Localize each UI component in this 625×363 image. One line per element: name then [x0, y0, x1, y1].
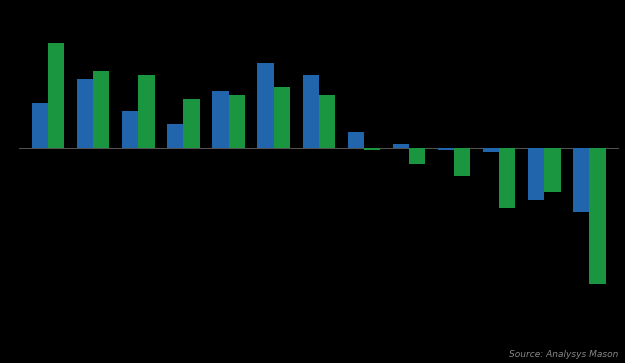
Bar: [77, 79, 93, 148]
Bar: [213, 91, 229, 148]
Bar: [229, 95, 245, 148]
Bar: [48, 43, 64, 148]
Bar: [364, 148, 380, 150]
Bar: [544, 148, 561, 192]
Bar: [528, 148, 544, 200]
Text: Source: Analysys Mason: Source: Analysys Mason: [509, 350, 619, 359]
Bar: [32, 103, 48, 148]
Bar: [138, 75, 154, 148]
Bar: [392, 144, 409, 148]
Bar: [93, 71, 109, 148]
Bar: [573, 148, 589, 212]
Bar: [183, 99, 199, 148]
Bar: [274, 87, 290, 148]
Bar: [319, 95, 335, 148]
Bar: [258, 63, 274, 148]
Bar: [499, 148, 516, 208]
Bar: [409, 148, 425, 164]
Bar: [302, 75, 319, 148]
Bar: [454, 148, 471, 176]
Bar: [348, 131, 364, 148]
Bar: [589, 148, 606, 285]
Bar: [438, 148, 454, 150]
Bar: [483, 148, 499, 152]
Bar: [122, 111, 138, 148]
Bar: [167, 123, 183, 148]
